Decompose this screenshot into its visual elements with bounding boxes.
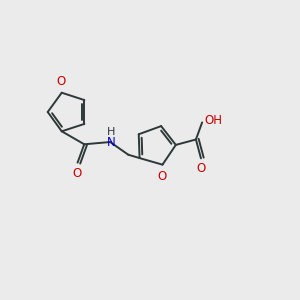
Text: N: N xyxy=(107,136,116,148)
Text: O: O xyxy=(158,170,167,183)
Text: O: O xyxy=(56,75,65,88)
Text: H: H xyxy=(107,127,115,137)
Text: O: O xyxy=(196,162,206,175)
Text: O: O xyxy=(72,167,81,180)
Text: OH: OH xyxy=(204,114,222,127)
